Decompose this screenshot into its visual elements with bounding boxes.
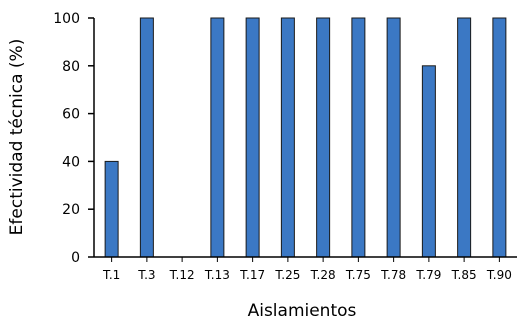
- bar-t85: [457, 17, 472, 258]
- x-tick-label: T.3: [137, 268, 155, 282]
- y-tick-label: 0: [71, 250, 80, 266]
- y-axis: 0 20 40 60 80 100: [53, 11, 95, 266]
- y-tick-label: 80: [62, 59, 80, 75]
- bar-t79: [421, 65, 436, 258]
- x-tick-label: T.78: [380, 268, 406, 282]
- bar-t78: [386, 17, 401, 258]
- x-tick-label: T.25: [274, 268, 300, 282]
- bar-t75: [351, 17, 366, 258]
- x-tick-label: T.90: [486, 268, 512, 282]
- bar-t25: [280, 17, 295, 258]
- y-tick-label: 40: [62, 154, 80, 170]
- bar-t90: [492, 17, 507, 258]
- bar-t28: [316, 17, 331, 258]
- x-axis: T.1 T.3 T.12 T.13 T.17 T.25 T.28 T.75 T.78 T.79 T.…: [94, 256, 517, 282]
- x-tick-label: T.85: [451, 268, 477, 282]
- x-tick-label: T.12: [169, 268, 195, 282]
- y-tick-label: 60: [62, 107, 80, 123]
- bar-t1: [104, 160, 119, 258]
- bar-t3: [139, 17, 154, 258]
- bar-t17: [245, 17, 260, 258]
- x-tick-label: T.1: [102, 268, 120, 282]
- x-tick-label: T.79: [415, 268, 441, 282]
- y-axis-title: Efectividad técnica (%): [7, 39, 27, 236]
- x-tick-label: T.28: [310, 268, 336, 282]
- bar-t13: [210, 17, 225, 258]
- x-tick-label: T.17: [239, 268, 265, 282]
- x-tick-label: T.13: [204, 268, 230, 282]
- y-tick-label: 20: [62, 202, 80, 218]
- y-tick-label: 100: [53, 11, 80, 27]
- x-tick-label: T.75: [345, 268, 371, 282]
- bars-group: [104, 17, 507, 258]
- x-axis-title: Aislamientos: [248, 301, 357, 321]
